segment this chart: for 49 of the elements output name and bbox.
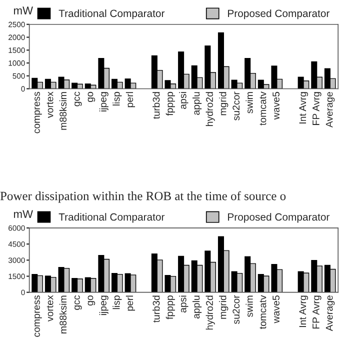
x-tick-label: m88ksim [59, 296, 67, 334]
x-tick-label: compress [34, 92, 42, 134]
x-tick-label: su2cor [232, 92, 240, 120]
x-tick-label: swim [246, 296, 253, 317]
x-tick-label: lisp [112, 92, 122, 106]
x-tick-label: compress [34, 295, 42, 337]
x-tick-label: gcc [74, 295, 82, 310]
y-axis-title: mW [14, 210, 33, 218]
x-tick-label: apsi [179, 296, 188, 313]
legend-label: Traditional Comparator [58, 213, 165, 223]
x-tick-label: lisp [112, 296, 122, 310]
x-tick-label: tomcatv [260, 295, 266, 329]
x-tick-label: hydro2d [206, 92, 215, 126]
x-tick-label: Average [326, 296, 335, 332]
legend-label: Proposed Comparator [228, 9, 330, 20]
x-tick-label: swim [246, 92, 253, 114]
x-tick-label: turb3d [152, 296, 160, 323]
x-tick-label: ijpeg [99, 92, 108, 112]
x-tick-label: mgrid [219, 92, 228, 116]
x-tick-label: Average [326, 92, 335, 128]
x-tick-label: su2cor [232, 295, 240, 324]
x-tick-label: FP Avrg [312, 296, 322, 329]
x-tick-label: vortex [46, 92, 54, 118]
x-tick-label: go [88, 92, 96, 102]
x-tick-label: applu [192, 92, 202, 115]
x-tick-label: wave5 [272, 296, 280, 324]
x-tick-label: go [88, 296, 96, 306]
text: Power dissipation within the ROB at the time of source o [0, 191, 286, 203]
x-tick-label: fpppp [166, 296, 175, 320]
x-tick-label: gcc [74, 92, 82, 106]
legend-label: Proposed Comparator [228, 213, 330, 223]
x-tick-label: m88ksim [59, 92, 67, 130]
x-tick-label: perl [126, 92, 136, 108]
x-tick-label: ijpeg [99, 296, 108, 315]
legend-label: Traditional Comparator [58, 9, 165, 20]
x-tick-label: wave5 [272, 92, 280, 120]
y-axis-title: mW [14, 6, 33, 14]
x-tick-label: Int Avrg [299, 296, 308, 327]
x-tick-label: applu [192, 296, 202, 318]
x-tick-label: hydro2d [206, 296, 215, 330]
x-tick-label: FP Avrg [312, 92, 322, 125]
x-tick-label: perl [126, 296, 136, 311]
x-tick-label: Int Avrg [299, 92, 308, 124]
x-tick-label: apsi [179, 92, 188, 109]
x-tick-label: tomcatv [260, 92, 266, 126]
x-tick-label: mgrid [219, 296, 228, 319]
x-tick-label: fpppp [166, 92, 175, 116]
x-tick-label: vortex [46, 295, 54, 322]
x-tick-label: turb3d [152, 92, 160, 119]
